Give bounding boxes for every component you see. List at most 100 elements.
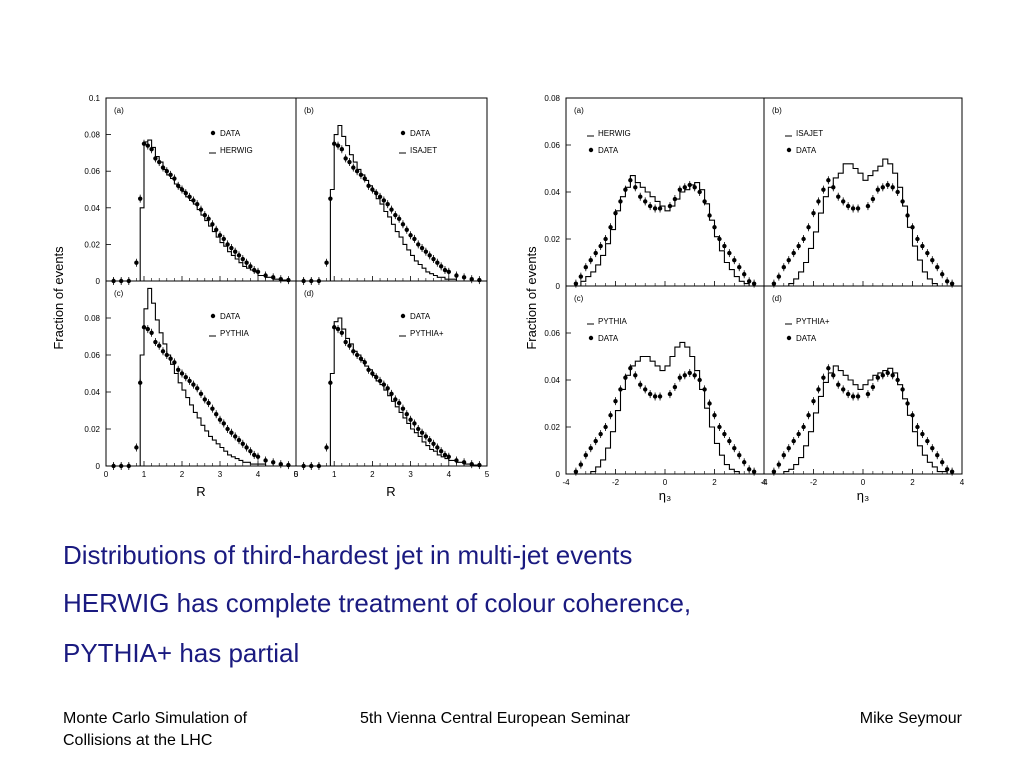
chart1-panel-b-data-point: [366, 183, 371, 189]
chart1-panel-a-legend-marker-data: [210, 130, 216, 136]
chart2-panel-d-data-point: [776, 462, 782, 467]
chart1-panel-a-data-point: [202, 212, 207, 218]
chart1-panel-b-data-point: [412, 236, 417, 242]
chart2-panel-a-legend-text: DATA: [598, 146, 619, 155]
chart1-panel-a-data-point: [248, 264, 253, 269]
chart2-panel-c-data-point: [682, 373, 687, 378]
chart2-panel-b-mc-line: [764, 158, 962, 287]
chart1-panel-d-data-point: [393, 397, 398, 402]
chart2-panel-c-data-point: [628, 366, 633, 371]
chart1-panel-c-data-point: [225, 426, 230, 432]
chart1-panel-c-legend-text: PYTHIA: [220, 329, 250, 338]
chart2-panel-c-xtick-label: 0: [663, 478, 668, 487]
chart1-panel-d-data-point: [446, 454, 451, 459]
chart2-panel-c-data-point: [732, 445, 737, 451]
chart1-panel-c-ytick-label: 0.02: [84, 425, 100, 434]
chart1-panel-a-data-point: [221, 236, 226, 242]
chart1-panel-a-data-point: [141, 141, 147, 146]
chart2-panel-a-ytick-label: 0.06: [544, 141, 560, 150]
chart2-panel-d-legend-text: PYTHIA+: [796, 317, 830, 326]
chart1-panel-c-data-point: [176, 367, 181, 372]
chart1-panel-a-data-point: [198, 207, 204, 212]
chart2-panel-a-data-point: [618, 199, 623, 204]
chart2-panel-a-data-point: [628, 178, 633, 183]
chart2-panel-c-data-point: [613, 398, 618, 404]
chart2-panel-d-data-point: [875, 375, 881, 380]
chart1-panel-c-data-point: [183, 375, 188, 380]
chart1-panel-c-legend-text: DATA: [220, 312, 241, 321]
chart2-panel-d-data-point: [940, 460, 945, 465]
chart1-panel-d-data-point: [385, 386, 390, 391]
chart2-panel-c-data-point: [573, 469, 579, 474]
chart1-panel-c-data-point: [160, 349, 166, 354]
chart1-panel-b-data-point: [442, 267, 448, 273]
chart1-panel-d-data-point: [343, 339, 348, 345]
chart2-panel-a-data-point: [751, 281, 757, 286]
chart1-panel-c-data-point: [157, 343, 162, 348]
chart2-panel-d-data-point: [806, 413, 811, 418]
chart1-panel-d-data-point: [454, 458, 459, 463]
chart1-panel-a-data-point: [153, 156, 158, 161]
chart1-panel-b-data-point: [354, 169, 360, 174]
chart1-panel-c-data-point: [229, 430, 234, 435]
chart1-panel-c-legend-marker-data: [210, 313, 216, 319]
chart1-panel-d-data-point: [381, 382, 387, 387]
chart1-panel-b-data-point: [454, 273, 459, 278]
chart1-panel-b-frame: [295, 97, 488, 282]
chart1-panel-c-data-point: [210, 406, 215, 411]
chart1-panel-a-data-point: [236, 253, 242, 258]
chart2-panel-d-data-point: [816, 387, 821, 392]
chart1-panel-d-label: (d): [304, 289, 314, 298]
chart2-panel-c-legend-text: DATA: [598, 334, 619, 343]
chart1-panel-d-legend-text: PYTHIA+: [410, 329, 444, 338]
chart1-panel-b-data-point: [427, 253, 432, 258]
chart2-panel-c-ytick-label: 0.04: [544, 376, 560, 385]
chart2-ylabel: Fraction of events: [524, 246, 539, 350]
chart2-panel-d-xtick-label: -4: [760, 478, 768, 487]
chart1-panel-b-label: (b): [304, 106, 314, 115]
chart1-panel-a-data-point: [240, 256, 245, 262]
chart1-panel-a-data-point: [164, 169, 169, 174]
chart1-panel-a-data-point: [145, 143, 150, 148]
chart1-panel-b-data-point: [431, 256, 436, 262]
chart1-panel-a-data-point: [263, 273, 268, 278]
chart1-panel-c-xtick-label: 0: [104, 470, 109, 479]
chart1-panel-d-data-point: [442, 452, 448, 458]
chart1-panel-c-data-point: [145, 326, 150, 332]
chart1-panel-d-data-point: [328, 380, 333, 385]
chart2-panel-a-data-point: [578, 274, 584, 279]
chart1-panel-d-legend-text: DATA: [410, 312, 431, 321]
chart1-panel-c-xtick-label: 4: [256, 470, 261, 479]
chart2-panel-c-data-point: [717, 424, 722, 430]
chart1-panel-d-data-point: [374, 375, 379, 380]
chart1-panel-d-data-point: [408, 417, 413, 422]
chart2-panel-d-xtick-label: 2: [910, 478, 915, 487]
chart1-panel-d-data-point: [335, 326, 341, 332]
chart1-panel-d-data-point: [389, 391, 394, 397]
chart1-panel-c-data-point: [187, 378, 192, 384]
chart1-panel-c-data-point: [271, 460, 276, 465]
chart2-panel-c-data-point: [608, 413, 613, 418]
chart2-panel-d-data-point: [786, 445, 791, 451]
chart1-panel-c-ytick-label: 0.04: [84, 388, 100, 397]
chart2-panel-a-data-point: [588, 257, 593, 263]
chart2-panel-c-xtick-label: 2: [712, 478, 717, 487]
chart1-panel-b-data-point: [389, 207, 394, 212]
chart2-panel-d-data-point: [850, 394, 856, 399]
chart1-panel-b-legend-text: DATA: [410, 129, 431, 138]
chart2-panel-d-data-point: [925, 438, 930, 444]
chart1-panel-c-xtick-label: 5: [294, 470, 299, 479]
chart1-panel-a-data-point: [217, 233, 223, 238]
footer-center: 5th Vienna Central European Seminar: [360, 710, 631, 727]
chart2-panel-b-data-point: [841, 199, 846, 204]
chart1-panel-b-data-point: [438, 264, 444, 269]
chart1-panel-d-data-point: [412, 421, 417, 426]
chart2-panel-b-data-point: [865, 203, 871, 209]
chart2-panel-a-data-point: [732, 257, 737, 263]
chart1-panel-a-data-point: [210, 222, 215, 227]
chart1-panel-a-ytick-label: 0.1: [89, 94, 101, 103]
chart2-panel-d-data-point: [791, 438, 796, 444]
chart2-panel-a-data-point: [603, 236, 608, 242]
chart1-panel-c-data-point: [244, 445, 249, 450]
chart1-panel-d-data-point: [301, 463, 306, 469]
